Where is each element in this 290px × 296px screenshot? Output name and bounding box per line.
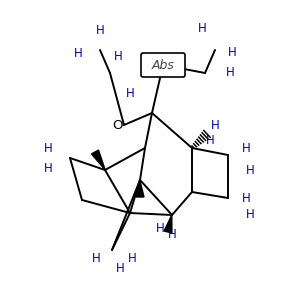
- Text: Abs: Abs: [152, 59, 175, 72]
- Text: H: H: [74, 46, 82, 59]
- Polygon shape: [164, 215, 172, 233]
- Text: H: H: [246, 208, 254, 221]
- Text: H: H: [44, 141, 52, 155]
- Text: H: H: [114, 49, 122, 62]
- Polygon shape: [92, 150, 105, 170]
- Text: H: H: [168, 229, 176, 242]
- Text: H: H: [92, 252, 100, 265]
- FancyBboxPatch shape: [141, 53, 185, 77]
- Text: O: O: [113, 118, 123, 131]
- Text: H: H: [96, 23, 104, 36]
- Text: H: H: [226, 65, 234, 78]
- Text: H: H: [242, 141, 250, 155]
- Text: H: H: [242, 192, 250, 205]
- Text: H: H: [197, 22, 206, 35]
- Text: H: H: [246, 163, 254, 176]
- Text: H: H: [228, 46, 236, 59]
- Text: H: H: [116, 261, 124, 274]
- Text: H: H: [126, 86, 134, 99]
- Text: H: H: [156, 221, 164, 234]
- Text: H: H: [211, 118, 219, 131]
- Polygon shape: [136, 180, 144, 197]
- Text: H: H: [206, 133, 214, 147]
- Text: H: H: [44, 162, 52, 175]
- Text: H: H: [128, 252, 136, 265]
